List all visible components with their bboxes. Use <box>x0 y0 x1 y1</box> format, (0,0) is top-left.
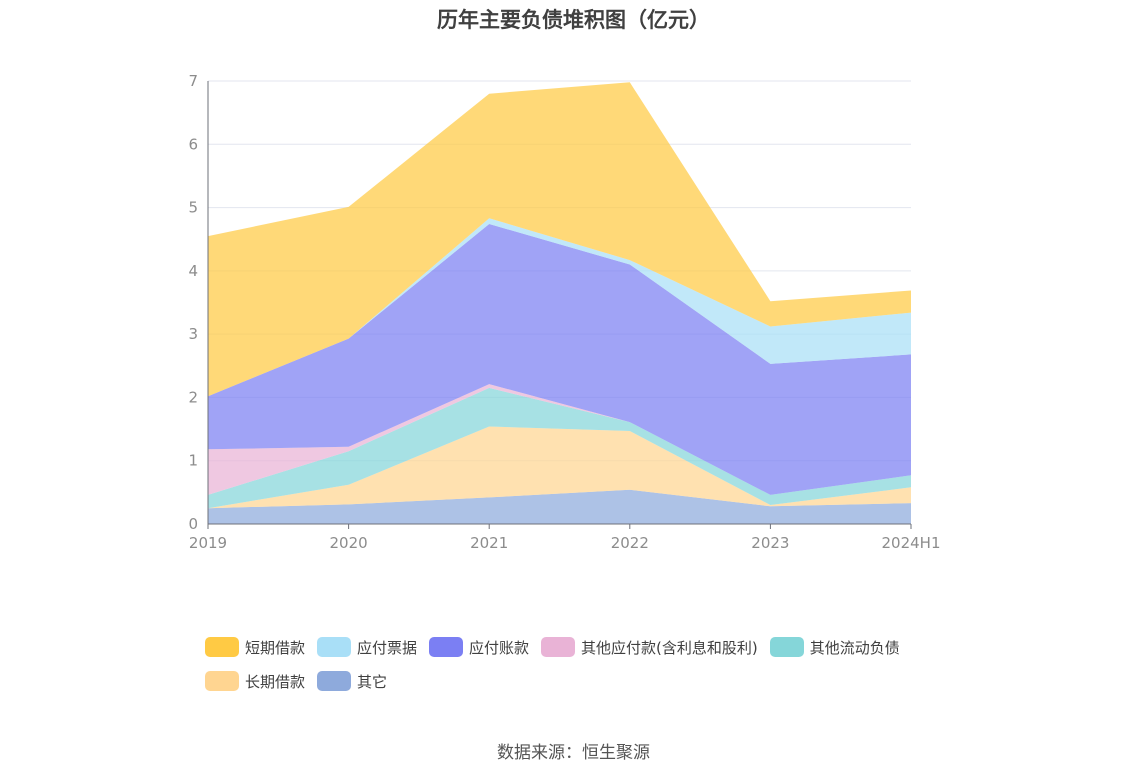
x-tick-label: 2020 <box>330 534 368 552</box>
legend-swatch <box>769 637 804 657</box>
area-series-其它 <box>208 489 911 524</box>
legend-swatch <box>541 637 576 657</box>
legend-item[interactable]: 其他应付款(含利息和股利) <box>541 636 758 658</box>
y-tick-label: 2 <box>188 388 198 406</box>
area-series-长期借款 <box>208 426 911 509</box>
legend-swatch <box>205 637 239 657</box>
axes <box>207 81 912 529</box>
y-tick-label: 3 <box>188 325 198 343</box>
legend-item[interactable]: 应付票据 <box>317 636 417 658</box>
legend-label: 短期借款 <box>245 638 306 657</box>
data-source-note: 数据来源：恒生聚源 <box>497 743 650 763</box>
stacked-area-chart: 0 1 2 3 4 5 6 7 2019 2020 2021 2022 2023 2024H1 <box>188 72 941 552</box>
y-tick-labels: 0 1 2 3 4 5 6 7 <box>188 72 198 533</box>
legend-label: 其它 <box>357 672 388 691</box>
x-tick-label: 2023 <box>751 534 789 552</box>
x-tick-label: 2022 <box>611 534 649 552</box>
legend-item[interactable]: 长期借款 <box>205 670 305 692</box>
legend-swatch <box>205 671 239 691</box>
area-series-短期借款 <box>208 82 911 397</box>
chart-title: 历年主要负债堆积图（亿元） <box>437 8 710 32</box>
legend-item[interactable]: 其它 <box>317 670 387 692</box>
x-tick-label: 2019 <box>189 534 227 552</box>
legend-swatch <box>429 637 464 657</box>
x-tick-label: 2021 <box>470 534 508 552</box>
x-tick-labels: 2019 2020 2021 2022 2023 2024H1 <box>189 534 941 552</box>
y-tick-label: 6 <box>188 135 198 153</box>
legend: 短期借款 应付票据 应付账款 其他应付款(含利息和股利) 其他流动负债长期借款 其它 <box>205 636 965 704</box>
legend-swatch <box>317 671 352 691</box>
y-tick-label: 1 <box>188 452 198 470</box>
x-tick-label: 2024H1 <box>882 534 941 552</box>
legend-label: 其他应付款(含利息和股利) <box>581 638 758 657</box>
legend-label: 应付账款 <box>469 638 530 657</box>
area-series <box>208 82 911 524</box>
y-tick-label: 0 <box>188 515 198 533</box>
legend-swatch <box>317 637 352 657</box>
area-series-其他流动负债 <box>208 387 911 509</box>
area-series-应付账款 <box>208 224 911 495</box>
legend-item[interactable]: 短期借款 <box>205 636 305 658</box>
legend-label: 长期借款 <box>245 672 306 691</box>
y-tick-label: 4 <box>188 262 198 280</box>
y-tick-label: 5 <box>188 199 198 217</box>
legend-label: 其他流动负债 <box>809 638 900 657</box>
y-tick-label: 7 <box>188 72 198 90</box>
legend-label: 应付票据 <box>357 638 418 657</box>
legend-item[interactable]: 其他流动负债 <box>769 636 900 658</box>
legend-item[interactable]: 应付账款 <box>429 636 529 658</box>
